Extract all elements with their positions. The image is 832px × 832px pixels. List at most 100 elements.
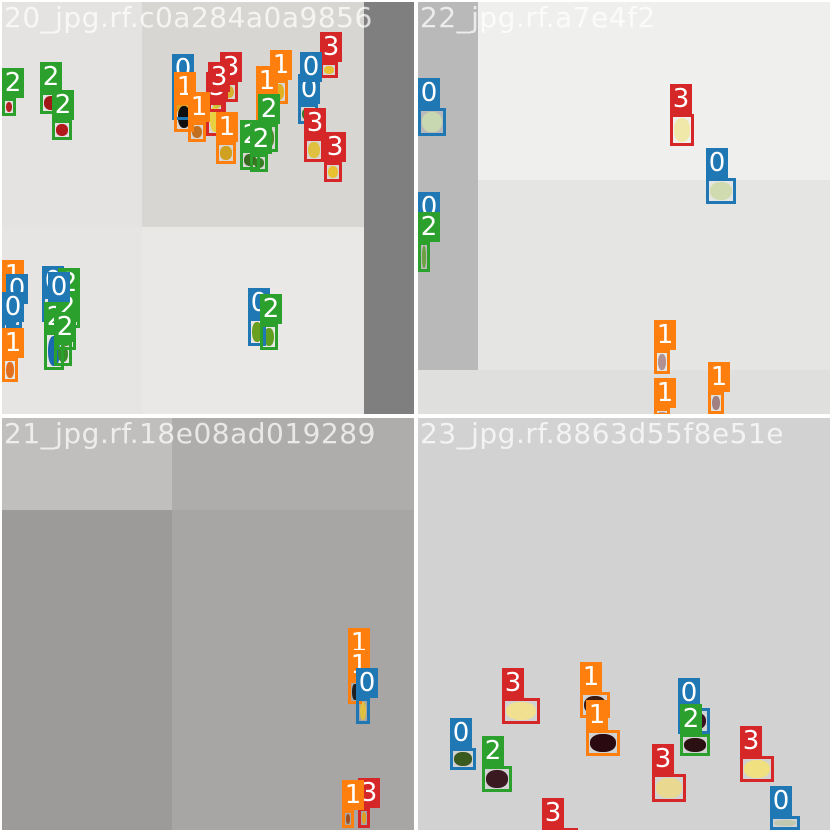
detection-class-label: 1 bbox=[2, 328, 24, 358]
detection-class-label: 2 bbox=[250, 124, 272, 154]
detection-box bbox=[250, 154, 268, 172]
detection-box bbox=[654, 350, 670, 374]
detection-box bbox=[356, 698, 370, 724]
detection-box bbox=[260, 324, 278, 350]
detection-box bbox=[680, 734, 710, 756]
detection-class-label: 3 bbox=[670, 84, 692, 114]
detection-class-label: 1 bbox=[654, 320, 676, 350]
detection-class-label: 0 bbox=[2, 292, 24, 322]
detection-box bbox=[418, 242, 430, 272]
detection-box bbox=[706, 178, 736, 204]
detection-class-label: 1 bbox=[216, 112, 238, 142]
detection-class-label: 3 bbox=[324, 132, 346, 162]
detection-box bbox=[418, 108, 446, 136]
jellybean bbox=[744, 760, 770, 778]
jellybean bbox=[224, 86, 234, 98]
detection-box bbox=[770, 816, 800, 830]
detection-class-label: 3 bbox=[502, 668, 524, 698]
detection-box bbox=[188, 122, 206, 142]
detection-box bbox=[450, 748, 476, 770]
jellybean bbox=[56, 124, 68, 136]
detection-class-label: 3 bbox=[740, 726, 762, 756]
jellybean bbox=[506, 702, 536, 720]
jellybean bbox=[264, 328, 274, 346]
detection-box bbox=[2, 98, 16, 116]
detection-class-label: 2 bbox=[54, 312, 76, 342]
detection-box bbox=[482, 766, 512, 792]
detection-box bbox=[542, 828, 578, 830]
tile-title: 21_jpg.rf.18e08ad019289 bbox=[4, 418, 376, 450]
jellybean bbox=[454, 752, 472, 766]
detection-box bbox=[670, 114, 694, 146]
detection-box bbox=[304, 138, 324, 162]
detection-class-label: 3 bbox=[542, 798, 564, 828]
jellybean bbox=[324, 66, 334, 74]
jellybean bbox=[220, 146, 232, 160]
jellybean bbox=[210, 106, 220, 132]
detection-box bbox=[586, 730, 620, 756]
detection-class-label: 1 bbox=[188, 92, 210, 122]
jellybean bbox=[710, 182, 732, 200]
detection-box bbox=[358, 808, 370, 828]
detection-class-label: 3 bbox=[320, 32, 342, 62]
detection-box bbox=[324, 162, 342, 182]
jellybean bbox=[774, 820, 796, 826]
detection-class-label: 2 bbox=[482, 736, 504, 766]
detection-box bbox=[708, 392, 724, 414]
jellybean bbox=[486, 770, 508, 788]
jellybean bbox=[6, 362, 14, 378]
detection-class-label: 1 bbox=[256, 66, 278, 96]
detection-box bbox=[740, 756, 774, 782]
jellybean bbox=[422, 112, 442, 132]
detection-class-label: 0 bbox=[356, 668, 378, 698]
detection-box bbox=[652, 774, 686, 802]
detection-class-label: 0 bbox=[300, 52, 322, 82]
detection-class-label: 0 bbox=[418, 78, 440, 108]
detection-class-label: 1 bbox=[708, 362, 730, 392]
jellybean bbox=[658, 354, 666, 370]
detection-class-label: 1 bbox=[580, 662, 602, 692]
detection-class-label: 3 bbox=[208, 62, 230, 92]
jellybean bbox=[6, 102, 12, 112]
jellybean bbox=[274, 84, 284, 100]
tile-title: 20_jpg.rf.c0a284a0a9856 bbox=[4, 2, 373, 34]
detection-class-label: 1 bbox=[342, 780, 364, 810]
tile-title: 22_jpg.rf.a7e4f2 bbox=[420, 2, 656, 34]
jellybean bbox=[684, 738, 706, 752]
detection-box bbox=[52, 120, 72, 140]
jellybean bbox=[360, 702, 366, 720]
detection-class-label: 1 bbox=[586, 700, 608, 730]
detection-class-label: 1 bbox=[654, 378, 676, 408]
detection-class-label: 0 bbox=[770, 786, 792, 816]
detection-class-label: 3 bbox=[652, 744, 674, 774]
jellybean bbox=[712, 396, 720, 410]
detection-class-label: 0 bbox=[450, 718, 472, 748]
detection-class-label: 2 bbox=[2, 68, 24, 98]
jellybean bbox=[362, 812, 366, 824]
detection-box bbox=[320, 62, 338, 78]
detection-class-label: 2 bbox=[258, 94, 280, 124]
tile-title: 23_jpg.rf.8863d55f8e51e bbox=[420, 418, 785, 450]
jellybean bbox=[346, 814, 350, 824]
detection-box bbox=[216, 142, 236, 164]
detection-class-label: 2 bbox=[680, 704, 702, 734]
tile-top-left: 20_jpg.rf.c0a284a0a9856 2220311313012232… bbox=[2, 2, 414, 414]
jellybean bbox=[674, 118, 690, 142]
detection-box bbox=[54, 342, 72, 366]
jellybean bbox=[252, 322, 262, 342]
detection-class-label: 2 bbox=[260, 294, 282, 324]
jellybean bbox=[656, 778, 682, 798]
detection-box bbox=[248, 318, 266, 346]
detection-class-label: 3 bbox=[304, 108, 326, 138]
jellybean bbox=[422, 246, 426, 268]
jellybean bbox=[352, 684, 358, 700]
detection-class-label: 2 bbox=[418, 212, 440, 242]
jellybean bbox=[328, 166, 338, 178]
detection-class-label: 2 bbox=[52, 90, 74, 120]
jellybean bbox=[192, 126, 202, 138]
detection-box bbox=[502, 698, 540, 724]
